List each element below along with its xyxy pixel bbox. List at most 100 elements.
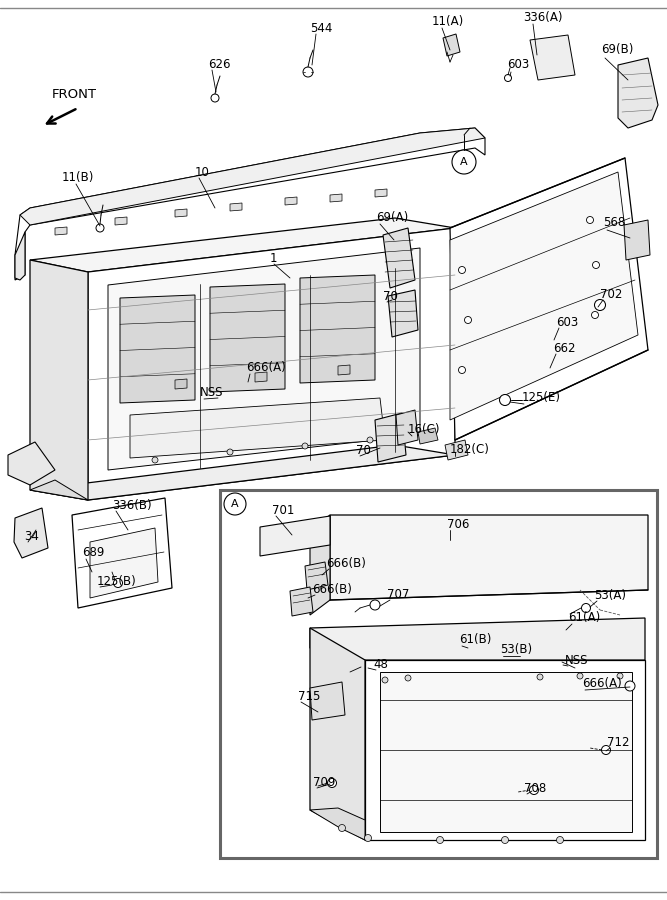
Polygon shape [210, 284, 285, 392]
Text: 708: 708 [524, 781, 546, 795]
Circle shape [360, 662, 370, 671]
Polygon shape [255, 372, 267, 382]
Text: 61(A): 61(A) [568, 611, 600, 625]
Polygon shape [443, 34, 460, 56]
Text: 53(A): 53(A) [594, 589, 626, 601]
Circle shape [504, 75, 512, 82]
Polygon shape [450, 158, 648, 440]
Circle shape [302, 443, 308, 449]
Text: 336(B): 336(B) [112, 499, 151, 511]
Text: 16(C): 16(C) [408, 424, 440, 436]
Text: 69(A): 69(A) [376, 212, 408, 224]
Text: 336(A): 336(A) [523, 12, 562, 24]
Polygon shape [310, 808, 365, 840]
Polygon shape [383, 228, 415, 288]
Polygon shape [108, 248, 420, 470]
Text: 11(A): 11(A) [432, 15, 464, 29]
Circle shape [594, 300, 606, 310]
Text: 568: 568 [603, 215, 625, 229]
Polygon shape [375, 189, 387, 197]
Text: 706: 706 [447, 518, 470, 530]
Polygon shape [30, 480, 88, 500]
Polygon shape [285, 197, 297, 205]
Text: NSS: NSS [565, 653, 588, 667]
Polygon shape [450, 172, 638, 420]
Text: 666(A): 666(A) [582, 678, 622, 690]
Polygon shape [530, 35, 575, 80]
Polygon shape [20, 128, 485, 225]
Polygon shape [380, 672, 632, 832]
Text: 544: 544 [310, 22, 332, 34]
Polygon shape [305, 562, 328, 590]
Text: 182(C): 182(C) [450, 444, 490, 456]
Text: 53(B): 53(B) [500, 644, 532, 656]
Circle shape [227, 449, 233, 455]
Circle shape [592, 262, 600, 268]
Circle shape [530, 786, 538, 795]
Polygon shape [624, 220, 650, 260]
Polygon shape [8, 442, 55, 485]
Text: 10: 10 [195, 166, 210, 178]
Polygon shape [30, 260, 88, 500]
Circle shape [436, 836, 444, 843]
Circle shape [577, 673, 583, 679]
Circle shape [152, 457, 158, 463]
Polygon shape [375, 413, 406, 462]
Text: 666(B): 666(B) [312, 582, 352, 596]
Polygon shape [310, 682, 345, 720]
Polygon shape [30, 445, 455, 500]
Text: 666(B): 666(B) [326, 556, 366, 570]
Text: 34: 34 [24, 529, 39, 543]
Circle shape [367, 437, 373, 443]
Text: 666(A): 666(A) [246, 362, 285, 374]
Circle shape [586, 217, 594, 223]
Polygon shape [14, 508, 48, 558]
Polygon shape [310, 515, 330, 615]
Text: 701: 701 [272, 503, 294, 517]
Text: 603: 603 [556, 316, 578, 328]
Circle shape [625, 681, 635, 691]
Text: 662: 662 [553, 341, 576, 355]
Text: 689: 689 [82, 546, 104, 560]
Text: 709: 709 [313, 776, 336, 788]
Circle shape [405, 675, 411, 681]
Circle shape [211, 94, 219, 102]
Polygon shape [418, 428, 438, 444]
Text: 702: 702 [600, 287, 622, 301]
Text: FRONT: FRONT [52, 88, 97, 102]
Polygon shape [30, 218, 455, 272]
Polygon shape [330, 194, 342, 202]
Polygon shape [88, 228, 455, 500]
Text: 1: 1 [270, 251, 277, 265]
Polygon shape [290, 587, 313, 616]
Circle shape [452, 150, 476, 174]
Circle shape [458, 366, 466, 373]
Polygon shape [15, 232, 25, 280]
Polygon shape [445, 440, 468, 460]
Polygon shape [15, 128, 485, 280]
Text: A: A [231, 499, 239, 509]
Circle shape [113, 579, 123, 588]
Polygon shape [300, 275, 375, 383]
Polygon shape [618, 58, 658, 128]
Text: A: A [460, 157, 468, 167]
Circle shape [537, 674, 543, 680]
Polygon shape [388, 290, 418, 337]
Text: 11(B): 11(B) [62, 172, 94, 184]
Circle shape [559, 626, 567, 634]
Polygon shape [330, 515, 648, 600]
Circle shape [303, 67, 313, 77]
Polygon shape [365, 660, 645, 840]
Circle shape [382, 677, 388, 683]
Circle shape [582, 604, 590, 613]
Polygon shape [130, 398, 385, 458]
Circle shape [500, 394, 510, 406]
Circle shape [338, 824, 346, 832]
Circle shape [463, 643, 471, 651]
Text: 48: 48 [373, 658, 388, 670]
Circle shape [556, 836, 564, 843]
Polygon shape [175, 379, 187, 389]
Circle shape [96, 224, 104, 232]
Polygon shape [260, 516, 330, 556]
Polygon shape [310, 628, 365, 840]
